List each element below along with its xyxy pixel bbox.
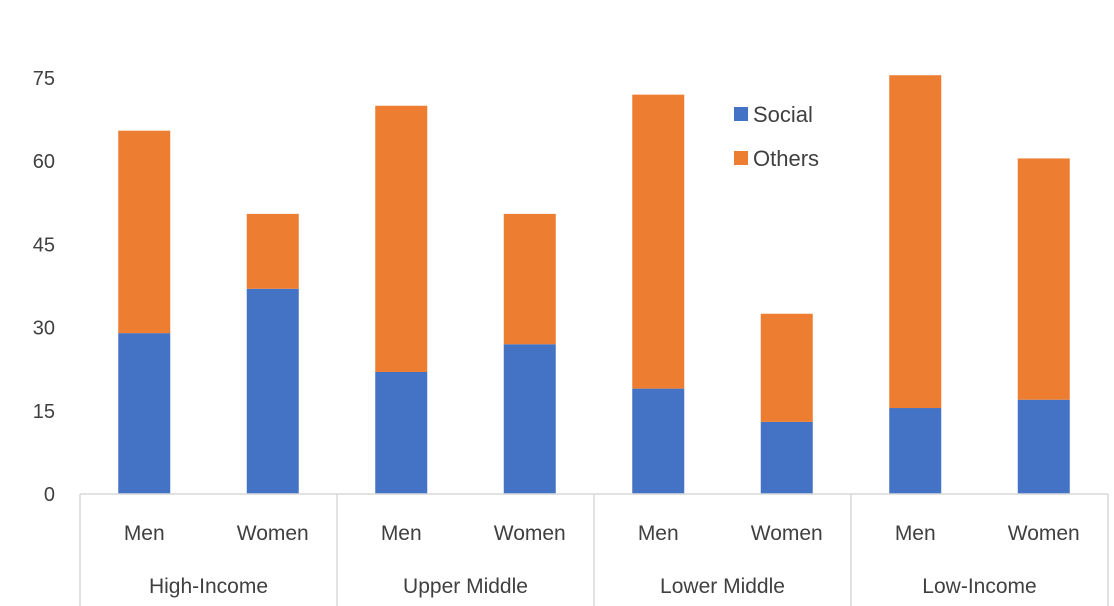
x-group-label: Upper Middle bbox=[403, 575, 528, 598]
y-tick-label: 60 bbox=[33, 151, 55, 173]
legend-swatch-social bbox=[734, 107, 748, 121]
y-tick-label: 0 bbox=[44, 484, 55, 506]
x-category-label: Women bbox=[1008, 522, 1080, 545]
x-category-label: Women bbox=[237, 522, 309, 545]
x-category-label: Men bbox=[895, 522, 936, 545]
x-group-label: High-Income bbox=[149, 575, 268, 598]
bar-others-2 bbox=[375, 105, 428, 372]
y-tick-label: 45 bbox=[33, 234, 55, 256]
bar-social-5 bbox=[760, 421, 813, 494]
x-group-label: Lower Middle bbox=[660, 575, 785, 598]
bar-others-7 bbox=[1017, 158, 1070, 400]
x-group-label: Low-Income bbox=[922, 575, 1036, 598]
legend-swatch-others bbox=[734, 151, 748, 165]
bar-others-0 bbox=[118, 130, 171, 334]
y-tick-label: 30 bbox=[33, 318, 55, 340]
y-axis: 0 15 30 45 60 75 bbox=[33, 68, 55, 506]
legend-label-others: Others bbox=[753, 146, 819, 171]
x-category-label: Men bbox=[638, 522, 679, 545]
bar-social-1 bbox=[246, 288, 299, 494]
bar-others-1 bbox=[246, 213, 299, 289]
x-category-label: Women bbox=[494, 522, 566, 545]
x-category-label: Men bbox=[124, 522, 165, 545]
bar-others-3 bbox=[503, 213, 556, 345]
bar-social-2 bbox=[375, 371, 428, 494]
x-category-label: Men bbox=[381, 522, 422, 545]
bar-others-5 bbox=[760, 313, 813, 422]
bar-others-6 bbox=[889, 75, 942, 409]
x-axis: Men Women Men Women Men Women Men Women High-Inc… bbox=[79, 493, 1109, 606]
bar-others-4 bbox=[632, 94, 685, 389]
bar-social-4 bbox=[632, 388, 685, 494]
x-category-label: Women bbox=[751, 522, 823, 545]
y-tick-label: 75 bbox=[33, 68, 55, 90]
bar-social-0 bbox=[118, 333, 171, 494]
bar-social-6 bbox=[889, 408, 942, 494]
y-tick-label: 15 bbox=[33, 401, 55, 423]
legend-label-social: Social bbox=[753, 102, 813, 127]
bar-social-7 bbox=[1017, 399, 1070, 494]
bar-social-3 bbox=[503, 344, 556, 494]
bars bbox=[118, 75, 1070, 494]
legend: Social Others bbox=[734, 102, 819, 171]
